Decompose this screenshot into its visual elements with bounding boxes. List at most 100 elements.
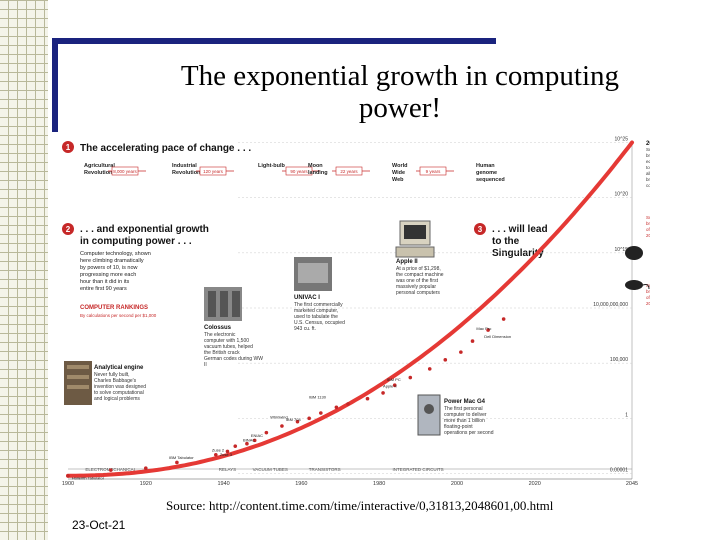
section-3-title-a: . . . will lead — [492, 224, 548, 235]
callout-title-2: UNIVAC I — [294, 295, 320, 301]
section-3-badge — [474, 223, 486, 235]
right-note-body-0-5: brains — [646, 177, 650, 182]
timeline-label-0: Agricultural — [84, 163, 115, 169]
timeline-gap-box-4 — [419, 166, 447, 176]
timeline-label-5: genome — [476, 170, 497, 176]
y-tick-label: 10^15 — [615, 247, 629, 253]
section-2-body-line-4: hour than it did in its — [80, 279, 129, 285]
callout-body-1-2: vacuum tubes, helped — [204, 344, 253, 350]
timeline-gap-box-0 — [111, 166, 139, 176]
right-note-body-1-1: brainpower — [646, 221, 650, 226]
data-point-6 — [233, 444, 238, 448]
x-axis: 1900 1920 1940 1960 1980 2000 2020 2045 — [62, 478, 638, 485]
callout-body-2-1: marketed computer, — [294, 308, 338, 314]
y-tick-label: 10^20 — [615, 192, 629, 198]
right-note-body-0-2: equivalent — [646, 159, 650, 164]
data-point-10 — [280, 424, 284, 428]
point-label-0: Hollerith Tabulator — [72, 475, 105, 480]
timeline-label-4: Wide — [392, 170, 405, 176]
data-point-24 — [486, 328, 490, 332]
slide-date: 23-Oct-21 — [72, 518, 126, 532]
callout-body-2-0: The first commercially — [294, 302, 343, 308]
y-tick-label: 100,000 — [610, 357, 628, 363]
data-point-9 — [264, 430, 269, 435]
callout-title-1: Colossus — [204, 325, 232, 331]
right-note-body-2-2: of mouse in — [646, 295, 650, 300]
callout-body-1-5: II — [204, 362, 207, 368]
point-label-2: Zuse 3 — [220, 452, 233, 457]
section-1-badge — [62, 141, 74, 153]
point-label-1: IBM Tabulator — [169, 455, 194, 460]
callout-body-0-2: invention was designed — [94, 384, 146, 390]
analytical-engine-image — [64, 361, 92, 405]
chart-background — [58, 133, 650, 485]
data-point-22 — [459, 350, 463, 354]
timeline-label-4: Web — [392, 177, 404, 183]
data-point-25 — [501, 317, 506, 321]
callout-body-0-0: Never fully built, — [94, 372, 130, 378]
y-tick-label: 1 — [625, 412, 628, 418]
point-label-5: ENIAC — [251, 433, 263, 438]
point-label-7: Whirlwind — [270, 414, 287, 419]
point-label-4: BINAC — [243, 437, 255, 442]
timeline-gap-4: 9 years — [426, 169, 442, 174]
data-point-5 — [225, 449, 230, 454]
right-note-body-2-3: 2015 — [646, 301, 650, 306]
growth-curve — [66, 140, 634, 478]
callout-body-2-2: used to tabulate the — [294, 314, 338, 320]
y-axis: 0.00001 1 100,000 10,000,000,000 10^15 10^20 1… — [593, 137, 628, 474]
timeline-label-0: Revolution — [84, 170, 113, 176]
title-accent-side — [52, 38, 58, 132]
section-2-body-line-2: by powers of 10, is now — [80, 265, 138, 271]
callout-body-3-0: At a price of $1,298, — [396, 266, 441, 272]
data-point-20 — [427, 367, 432, 371]
right-note-body-2-1: brainpower — [646, 289, 650, 294]
callout-title-0: Analytical engine — [94, 365, 144, 371]
x-tick-label: 1960 — [295, 481, 307, 485]
section-2-title-b: in computing power . . . — [80, 236, 192, 247]
section-2-body-line-0: Computer technology, shown — [80, 251, 151, 257]
x-tick-label: 2000 — [451, 481, 463, 485]
x-tick-label: 1940 — [217, 481, 229, 485]
callout-body-1-1: computer with 1,500 — [204, 338, 249, 344]
timeline-label-1: Revolution — [172, 170, 201, 176]
apple-ii-image — [395, 220, 435, 258]
data-points — [66, 317, 506, 478]
timeline-label-3: landing — [308, 170, 328, 176]
callout-body-3-3: massively popular — [396, 284, 436, 290]
callout-body-0-1: Charles Babbage's — [94, 378, 137, 384]
callout-body-4-3: floating-point — [444, 424, 473, 430]
y-tick-label: 10^25 — [615, 137, 629, 143]
data-point-14 — [334, 405, 339, 410]
callout-body-2-4: 943 cu. ft. — [294, 326, 316, 332]
data-point-18 — [392, 383, 397, 388]
callout-body-0-3: to solve computational — [94, 390, 144, 396]
section-3-title-c: Singularity — [492, 248, 544, 259]
x-tick-label: 1920 — [140, 481, 152, 485]
data-point-4 — [214, 452, 218, 457]
title-line-2: power! — [358, 92, 442, 124]
timeline-gap-box-3 — [335, 166, 363, 176]
data-point-17 — [381, 391, 385, 395]
title-accent-bar — [52, 38, 496, 44]
y-tick-label: 10,000,000,000 — [593, 302, 628, 308]
data-point-8 — [252, 438, 257, 443]
callout-body-4-1: computer to deliver — [444, 412, 487, 418]
point-label-10: IBM PC — [387, 377, 401, 382]
data-point-1 — [108, 468, 113, 472]
era-label: INTEGRATED CIRCUITS — [392, 467, 443, 472]
data-point-21 — [443, 358, 448, 362]
data-point-13 — [319, 411, 323, 415]
timeline-gap-box-1 — [199, 166, 227, 176]
callout-body-3-4: personal computers — [396, 290, 440, 296]
point-labels: Hollerith Tabulator IBM Tabulator Zuse 3Zu… — [72, 326, 511, 480]
section-2-body-line-1: here climbing dramatically — [80, 258, 144, 264]
right-note-body-0-3: to that of — [646, 165, 650, 170]
callout-body-1-4: German codes during WW — [204, 356, 263, 362]
data-point-15 — [346, 402, 350, 406]
right-note-body-1-0: Surpasses — [646, 215, 650, 220]
chart-figure: 1 The accelerating pace of change . . . … — [58, 133, 650, 485]
right-note-body-0-4: all human — [646, 171, 650, 176]
